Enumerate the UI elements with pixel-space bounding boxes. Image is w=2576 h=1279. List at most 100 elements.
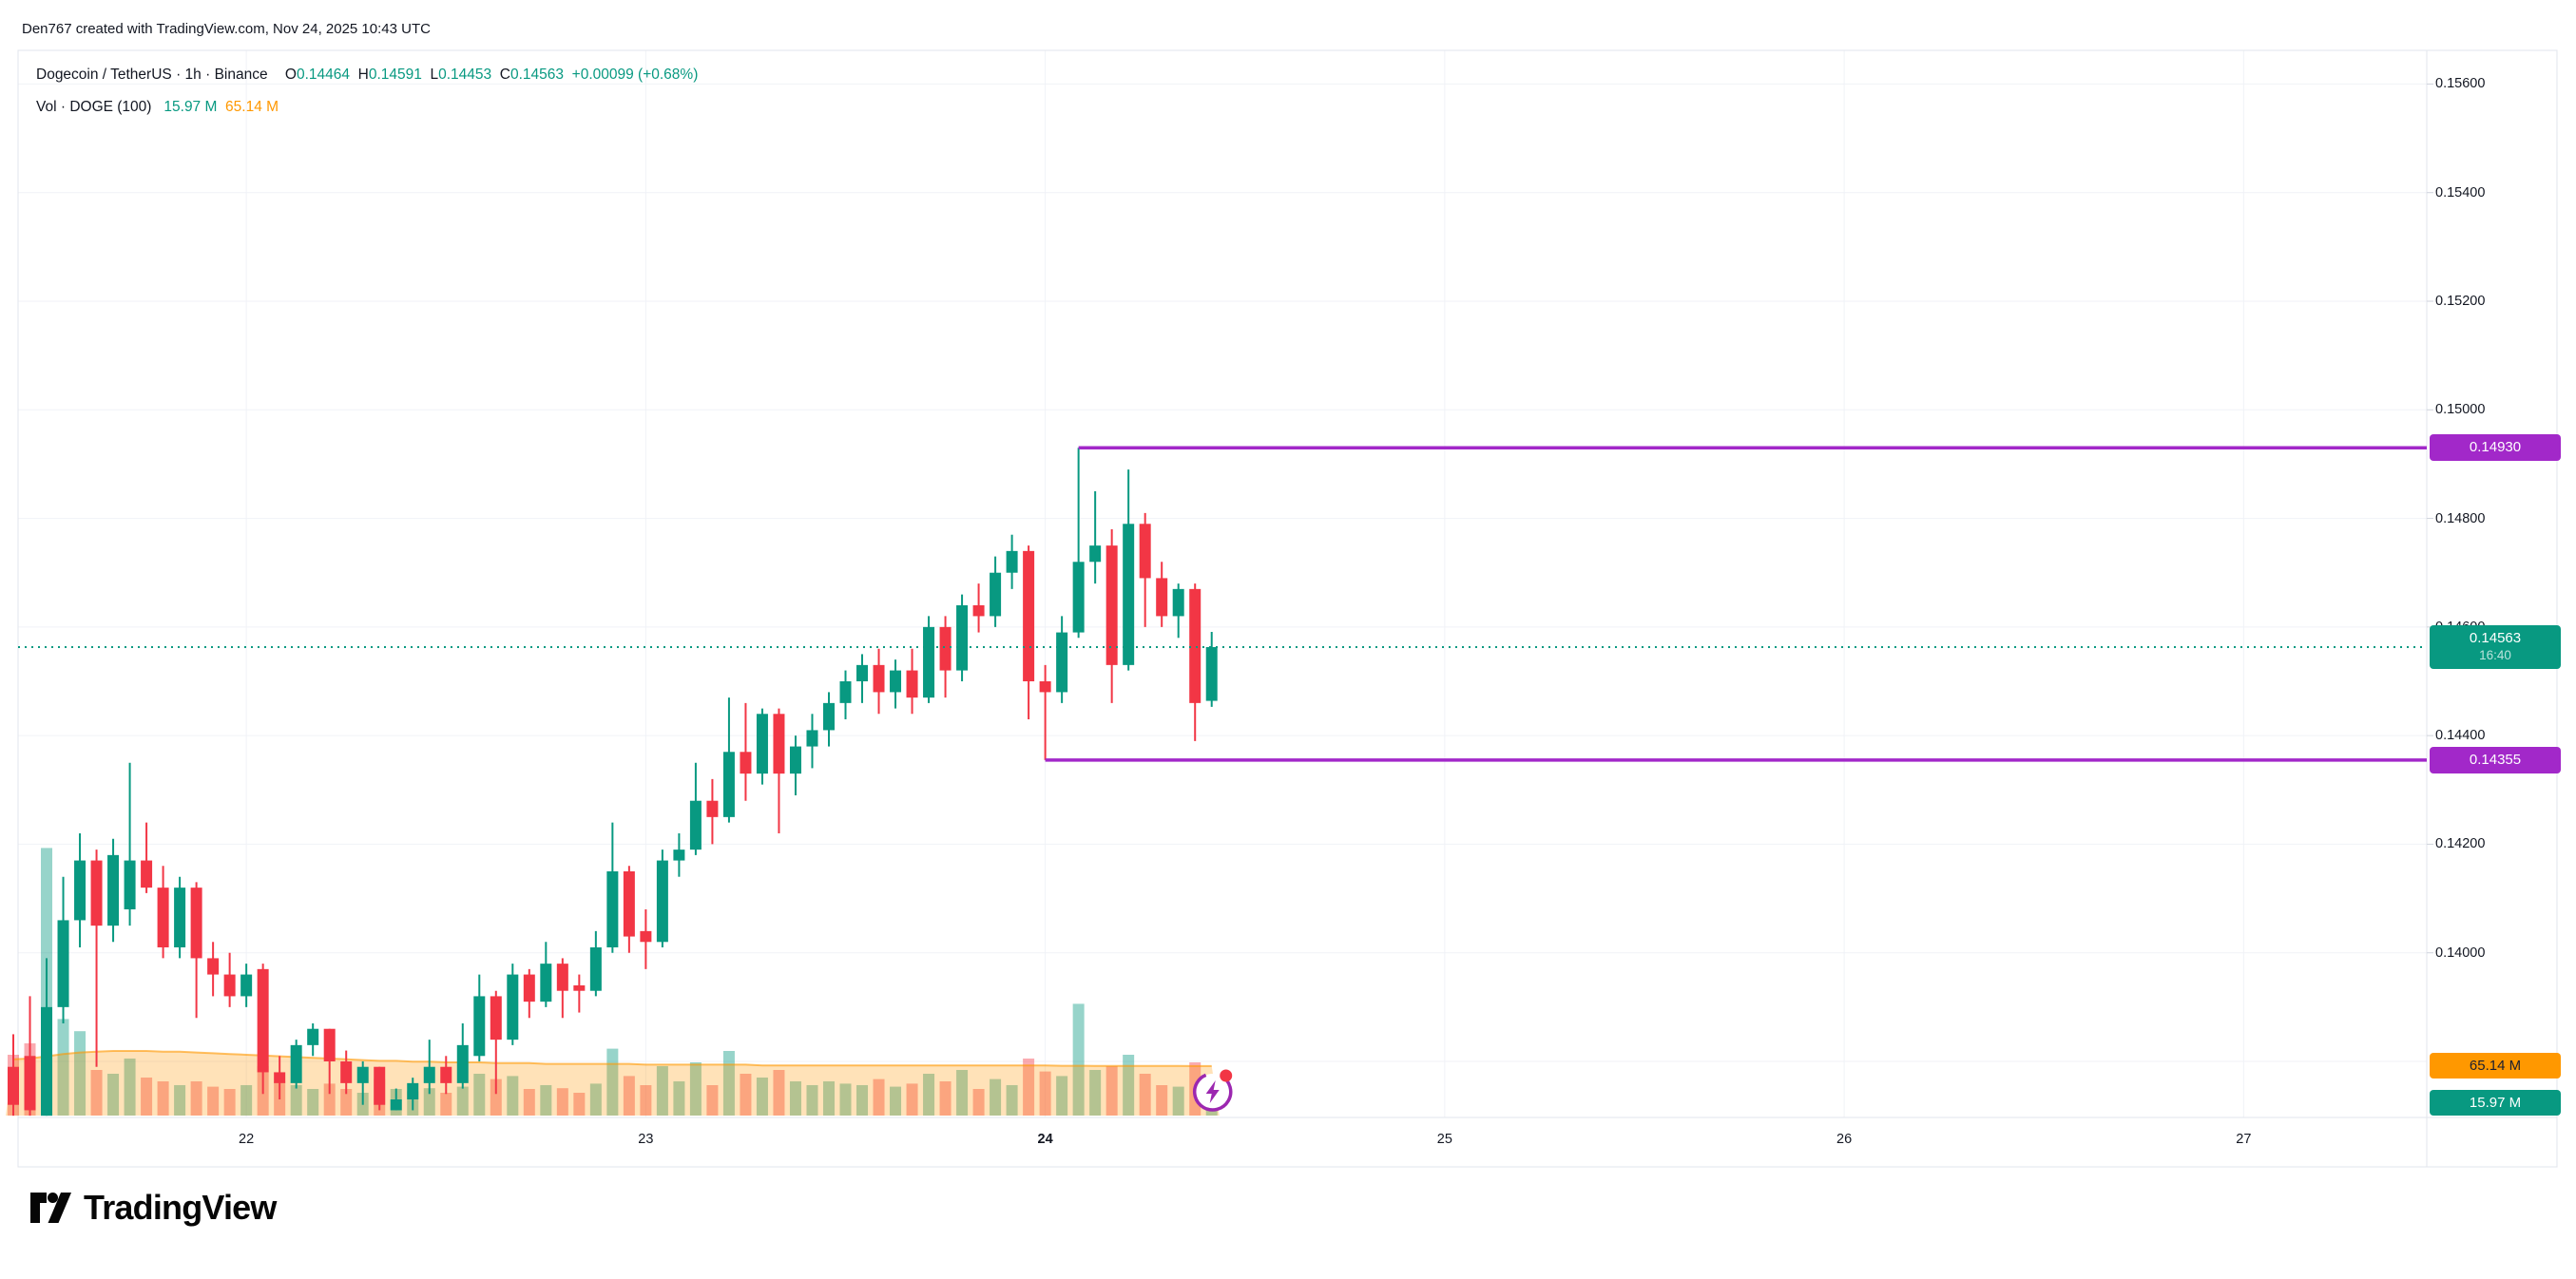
candle-body[interactable] bbox=[1123, 524, 1135, 665]
volume-bar bbox=[656, 1066, 668, 1116]
volume-bar bbox=[923, 1074, 935, 1116]
candle-body[interactable] bbox=[939, 626, 952, 671]
candle-body[interactable] bbox=[990, 572, 1002, 617]
candle-body[interactable] bbox=[789, 746, 801, 774]
candle-body[interactable] bbox=[223, 974, 236, 997]
candle-body[interactable] bbox=[589, 947, 602, 991]
candle-body[interactable] bbox=[257, 968, 269, 1073]
candle-body[interactable] bbox=[74, 860, 87, 921]
volume-bar bbox=[1089, 1070, 1102, 1116]
volume-bar bbox=[340, 1089, 353, 1116]
candle-body[interactable] bbox=[890, 670, 902, 693]
candle-body[interactable] bbox=[124, 860, 136, 909]
volume-bar bbox=[939, 1081, 952, 1116]
candle-body[interactable] bbox=[473, 996, 486, 1057]
volume-row[interactable]: Vol · DOGE (100) 15.97 M 65.14 M bbox=[36, 97, 698, 129]
candle-body[interactable] bbox=[274, 1072, 286, 1083]
volume-bar bbox=[839, 1083, 852, 1116]
candle-body[interactable] bbox=[323, 1028, 336, 1061]
candle-body[interactable] bbox=[873, 664, 885, 693]
candle-body[interactable] bbox=[290, 1044, 302, 1083]
candle-body[interactable] bbox=[1056, 632, 1068, 693]
candle-body[interactable] bbox=[240, 974, 253, 997]
candle-body[interactable] bbox=[689, 800, 702, 850]
volume-bar bbox=[190, 1081, 202, 1116]
candle-body[interactable] bbox=[956, 605, 969, 671]
candle-body[interactable] bbox=[906, 670, 918, 698]
candle-body[interactable] bbox=[1006, 550, 1018, 573]
candle-body[interactable] bbox=[606, 871, 619, 947]
volume-ma-area bbox=[6, 1051, 1220, 1116]
candle-body[interactable] bbox=[806, 730, 818, 747]
candle-body[interactable] bbox=[1089, 545, 1102, 563]
candle-body[interactable] bbox=[640, 930, 652, 943]
candle-body[interactable] bbox=[1139, 524, 1151, 579]
candle-body[interactable] bbox=[1039, 681, 1051, 693]
candle-body[interactable] bbox=[356, 1066, 369, 1083]
candle-body[interactable] bbox=[722, 752, 735, 817]
candle-body[interactable] bbox=[57, 920, 69, 1007]
ohlc-values: O0.14464 H0.14591 L0.14453 C0.14563 +0.0… bbox=[284, 67, 699, 83]
volume-bar bbox=[573, 1093, 586, 1116]
candle-body[interactable] bbox=[157, 888, 169, 947]
volume-current-value: 15.97 M bbox=[163, 99, 218, 115]
candle-body[interactable] bbox=[41, 1006, 53, 1117]
candle-body[interactable] bbox=[573, 985, 586, 991]
candle-body[interactable] bbox=[740, 752, 752, 774]
candle-body[interactable] bbox=[141, 860, 153, 888]
candle-body[interactable] bbox=[440, 1066, 452, 1083]
candle-body[interactable] bbox=[623, 871, 635, 937]
volume-bar bbox=[1023, 1059, 1035, 1116]
candle-body[interactable] bbox=[540, 964, 552, 1002]
candle-body[interactable] bbox=[107, 854, 120, 926]
candle-body[interactable] bbox=[24, 1056, 36, 1111]
candle-body[interactable] bbox=[556, 964, 568, 991]
candle-body[interactable] bbox=[507, 974, 519, 1040]
candle-body[interactable] bbox=[673, 849, 685, 861]
chart-frame bbox=[17, 49, 2558, 1168]
candle-body[interactable] bbox=[390, 1099, 402, 1111]
volume-bar bbox=[873, 1079, 885, 1116]
candle-body[interactable] bbox=[839, 681, 852, 703]
candle-body[interactable] bbox=[856, 664, 869, 681]
tradingview-logo[interactable]: TradingView bbox=[29, 1186, 277, 1230]
candle-body[interactable] bbox=[523, 974, 535, 1002]
candle-body[interactable] bbox=[207, 958, 220, 975]
candle-body[interactable] bbox=[1172, 588, 1184, 617]
candle-body[interactable] bbox=[756, 714, 768, 774]
volume-bar bbox=[307, 1089, 319, 1116]
candle-body[interactable] bbox=[407, 1082, 419, 1099]
candle-body[interactable] bbox=[423, 1066, 435, 1083]
candle-body[interactable] bbox=[174, 888, 186, 947]
candle-body[interactable] bbox=[490, 996, 502, 1040]
candle-body[interactable] bbox=[822, 702, 835, 731]
volume-bar bbox=[240, 1085, 253, 1116]
volume-study-label: Vol · DOGE (100) bbox=[36, 99, 152, 115]
symbol-row[interactable]: Dogecoin / TetherUS · 1h · Binance O0.14… bbox=[36, 65, 698, 97]
volume-bar bbox=[640, 1085, 652, 1116]
candle-body[interactable] bbox=[1105, 545, 1118, 665]
candle-body[interactable] bbox=[972, 605, 985, 617]
price-tick-label: 0.15400 bbox=[2435, 184, 2486, 200]
volume-bar bbox=[990, 1079, 1002, 1116]
candle-body[interactable] bbox=[456, 1044, 469, 1083]
volume-bar bbox=[141, 1078, 153, 1116]
candle-body[interactable] bbox=[706, 800, 719, 817]
candle-body[interactable] bbox=[190, 888, 202, 959]
candle-body[interactable] bbox=[90, 860, 103, 926]
candle-body[interactable] bbox=[8, 1066, 19, 1105]
candle-body[interactable] bbox=[1189, 588, 1201, 703]
candle-body[interactable] bbox=[923, 626, 935, 698]
candle-body[interactable] bbox=[1023, 550, 1035, 681]
volume-bar bbox=[1039, 1071, 1051, 1116]
candle-body[interactable] bbox=[656, 860, 668, 943]
candle-body[interactable] bbox=[1072, 562, 1085, 633]
candle-body[interactable] bbox=[340, 1061, 353, 1083]
candle-body[interactable] bbox=[773, 714, 785, 774]
candle-body[interactable] bbox=[307, 1028, 319, 1045]
candle-body[interactable] bbox=[1156, 578, 1168, 617]
candle-body[interactable] bbox=[1205, 647, 1218, 701]
time-tick-label: 24 bbox=[1037, 1132, 1053, 1147]
candle-body[interactable] bbox=[374, 1066, 386, 1105]
